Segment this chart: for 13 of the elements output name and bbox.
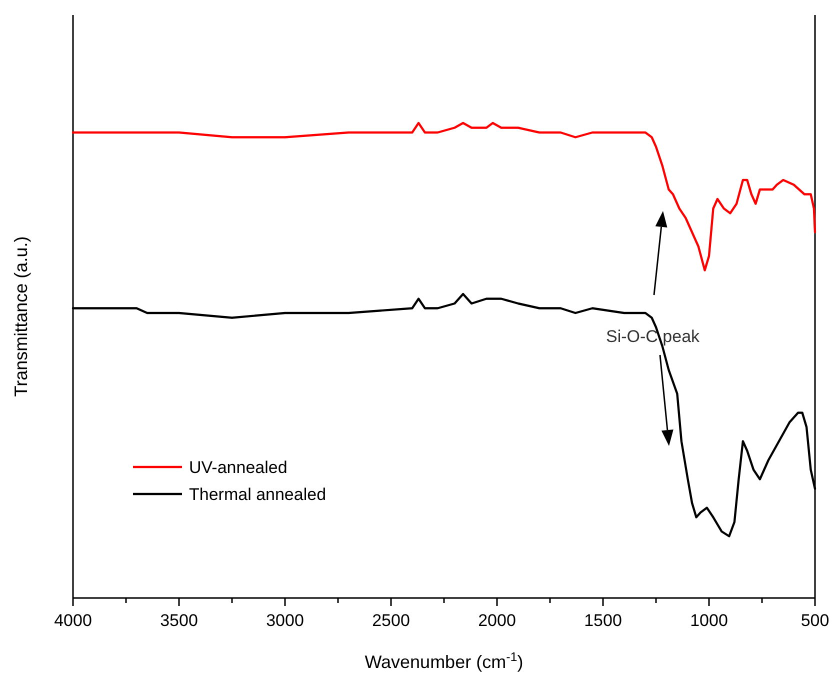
x-tick-label: 500 [800, 611, 830, 630]
legend-label: Thermal annealed [189, 485, 326, 504]
x-tick-label: 3000 [266, 611, 304, 630]
y-axis-title: Transmittance (a.u.) [11, 236, 31, 397]
x-tick-label: 2000 [478, 611, 516, 630]
x-tick-label: 4000 [54, 611, 92, 630]
x-tick-label: 1500 [584, 611, 622, 630]
x-tick-label: 2500 [372, 611, 410, 630]
x-tick-label: 3500 [160, 611, 198, 630]
legend-label: UV-annealed [189, 458, 288, 477]
x-axis-title: Wavenumber (cm$^{-1}$) [364, 650, 524, 672]
annotation: Si-O-C peak [606, 327, 700, 346]
x-tick-label: 1000 [690, 611, 728, 630]
